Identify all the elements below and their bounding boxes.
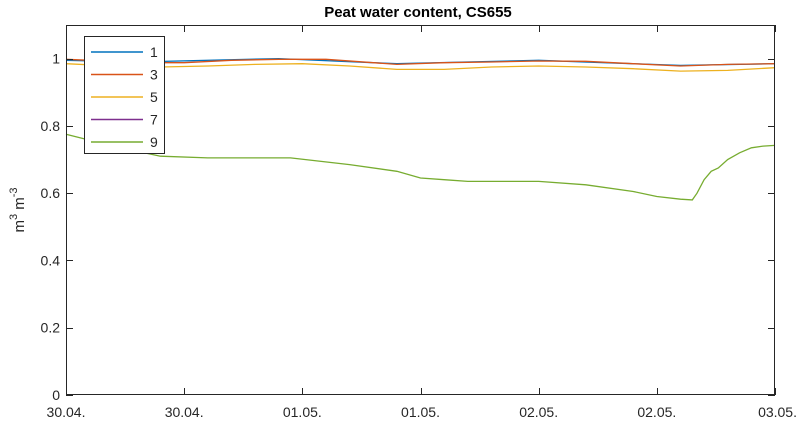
series-line-5: [65, 63, 776, 72]
chart-title: Peat water content, CS655: [324, 4, 512, 21]
legend-label-1: 1: [150, 44, 158, 60]
legend-label-5: 5: [150, 89, 158, 105]
legend-box: [84, 36, 165, 154]
x-tick-label: 02.05.: [637, 404, 676, 420]
x-tick-label: 01.05.: [401, 404, 440, 420]
y-axis-label-exp2: -3: [8, 187, 20, 197]
legend: 1 3 5 7 9: [84, 36, 165, 154]
plot-area: [66, 25, 775, 395]
x-tick-label: 01.05.: [283, 404, 322, 420]
y-tick-label: 0.6: [41, 185, 61, 201]
y-tick-label: 0.4: [41, 252, 61, 268]
legend-label-3: 3: [150, 67, 158, 83]
y-tick-label: 1: [52, 51, 60, 67]
y-tick-label: 0.2: [41, 320, 61, 336]
x-tick-label: 30.04.: [47, 404, 86, 420]
y-tick-label: 0: [52, 387, 60, 403]
y-tick-label: 0.8: [41, 118, 61, 134]
plot-border: [66, 25, 775, 395]
legend-label-7: 7: [150, 112, 158, 128]
y-axis-label: m3 m-3: [8, 187, 28, 232]
legend-items: 1 3 5 7 9: [91, 44, 158, 150]
y-axis-label-exp1: 3: [8, 214, 20, 220]
plot-frame: [66, 25, 775, 395]
x-tick-label: 03.05.: [758, 404, 797, 420]
x-tick-label: 02.05.: [519, 404, 558, 420]
series-line-9: [65, 133, 776, 201]
ticks-layer: 0 0.2 0.4 0.6 0.8 1 30.04. 30.04. 01.05. 01.05. 02…: [41, 25, 797, 420]
legend-label-9: 9: [150, 134, 158, 150]
x-tick-label: 30.04.: [165, 404, 204, 420]
